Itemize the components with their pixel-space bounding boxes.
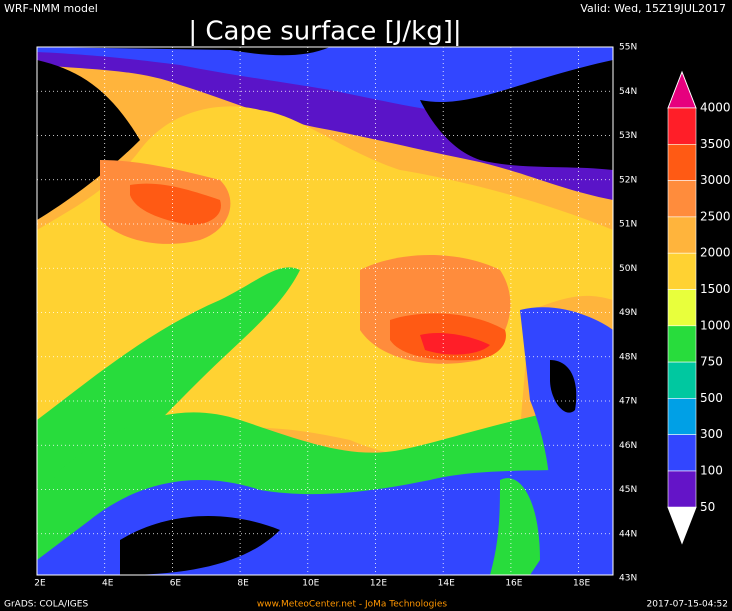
- map-title: | Cape surface [J/kg]|: [188, 17, 461, 47]
- colorbar-label: 50: [700, 500, 715, 514]
- colorbar-band: [667, 398, 697, 435]
- colorbar-label: 3500: [700, 137, 731, 151]
- lat-label: 47N: [619, 397, 637, 407]
- colorbar-label: 100: [700, 464, 723, 478]
- colorbar-band: [667, 289, 697, 327]
- colorbar-label: 2000: [700, 246, 731, 260]
- lon-label: 14E: [438, 579, 455, 589]
- lon-label: 8E: [237, 579, 249, 589]
- lat-label: 43N: [619, 574, 637, 584]
- colorbar-band: [667, 216, 697, 254]
- colorbar-cap: [667, 70, 697, 109]
- lat-label: 52N: [619, 175, 637, 185]
- colorbar-band: [667, 434, 697, 472]
- lat-label: 51N: [619, 220, 637, 230]
- colorbar-cap: [667, 506, 697, 545]
- colorbar-band: [667, 361, 697, 399]
- map-frame: [36, 46, 614, 576]
- colorbar-band: [667, 107, 697, 145]
- colorbar-band: [667, 180, 697, 218]
- lat-label: 49N: [619, 308, 637, 318]
- colorbar-label: 3000: [700, 173, 731, 187]
- lat-label: 46N: [619, 441, 637, 451]
- lat-label: 54N: [619, 87, 637, 97]
- colorbar: 4000 3500 3000 2500 2000 1500 1000 750 500 300 100…: [667, 70, 731, 545]
- lat-label: 55N: [619, 43, 637, 53]
- lon-label: 18E: [573, 579, 590, 589]
- footer-timestamp: 2017-07-15-04:52: [647, 600, 729, 610]
- valid-time: Valid: Wed, 15Z19JUL2017: [580, 2, 726, 15]
- colorbar-band: [667, 252, 697, 290]
- footer-site: www.MeteoCenter.net - JoMa Technologies: [257, 600, 447, 610]
- colorbar-band: [667, 144, 697, 181]
- graticule: 2E 4E 6E 8E 10E 12E 14E 16E 18E 55N 54N 53N 52N 51N 50…: [34, 43, 637, 589]
- footer-credit: GrADS: COLA/IGES: [4, 600, 88, 610]
- colorbar-band: [667, 470, 697, 508]
- model-label: WRF-NMM model: [4, 2, 98, 15]
- lat-label: 53N: [619, 131, 637, 141]
- lat-label: 45N: [619, 485, 637, 495]
- colorbar-label: 750: [700, 355, 723, 369]
- colorbar-label: 4000: [700, 101, 731, 115]
- lon-label: 10E: [302, 579, 319, 589]
- colorbar-label: 1500: [700, 282, 731, 296]
- lat-label: 44N: [619, 529, 637, 539]
- lon-label: 2E: [34, 579, 46, 589]
- cape-field: [37, 47, 613, 575]
- lat-label: 48N: [619, 352, 637, 362]
- colorbar-band: [667, 325, 697, 363]
- lon-label: 12E: [370, 579, 387, 589]
- lon-label: 4E: [102, 579, 114, 589]
- colorbar-label: 500: [700, 391, 723, 405]
- colorbar-label: 300: [700, 427, 723, 441]
- colorbar-label: 1000: [700, 318, 731, 332]
- colorbar-label: 2500: [700, 209, 731, 223]
- lat-label: 50N: [619, 264, 637, 274]
- lon-label: 6E: [170, 579, 182, 589]
- lon-label: 16E: [505, 579, 522, 589]
